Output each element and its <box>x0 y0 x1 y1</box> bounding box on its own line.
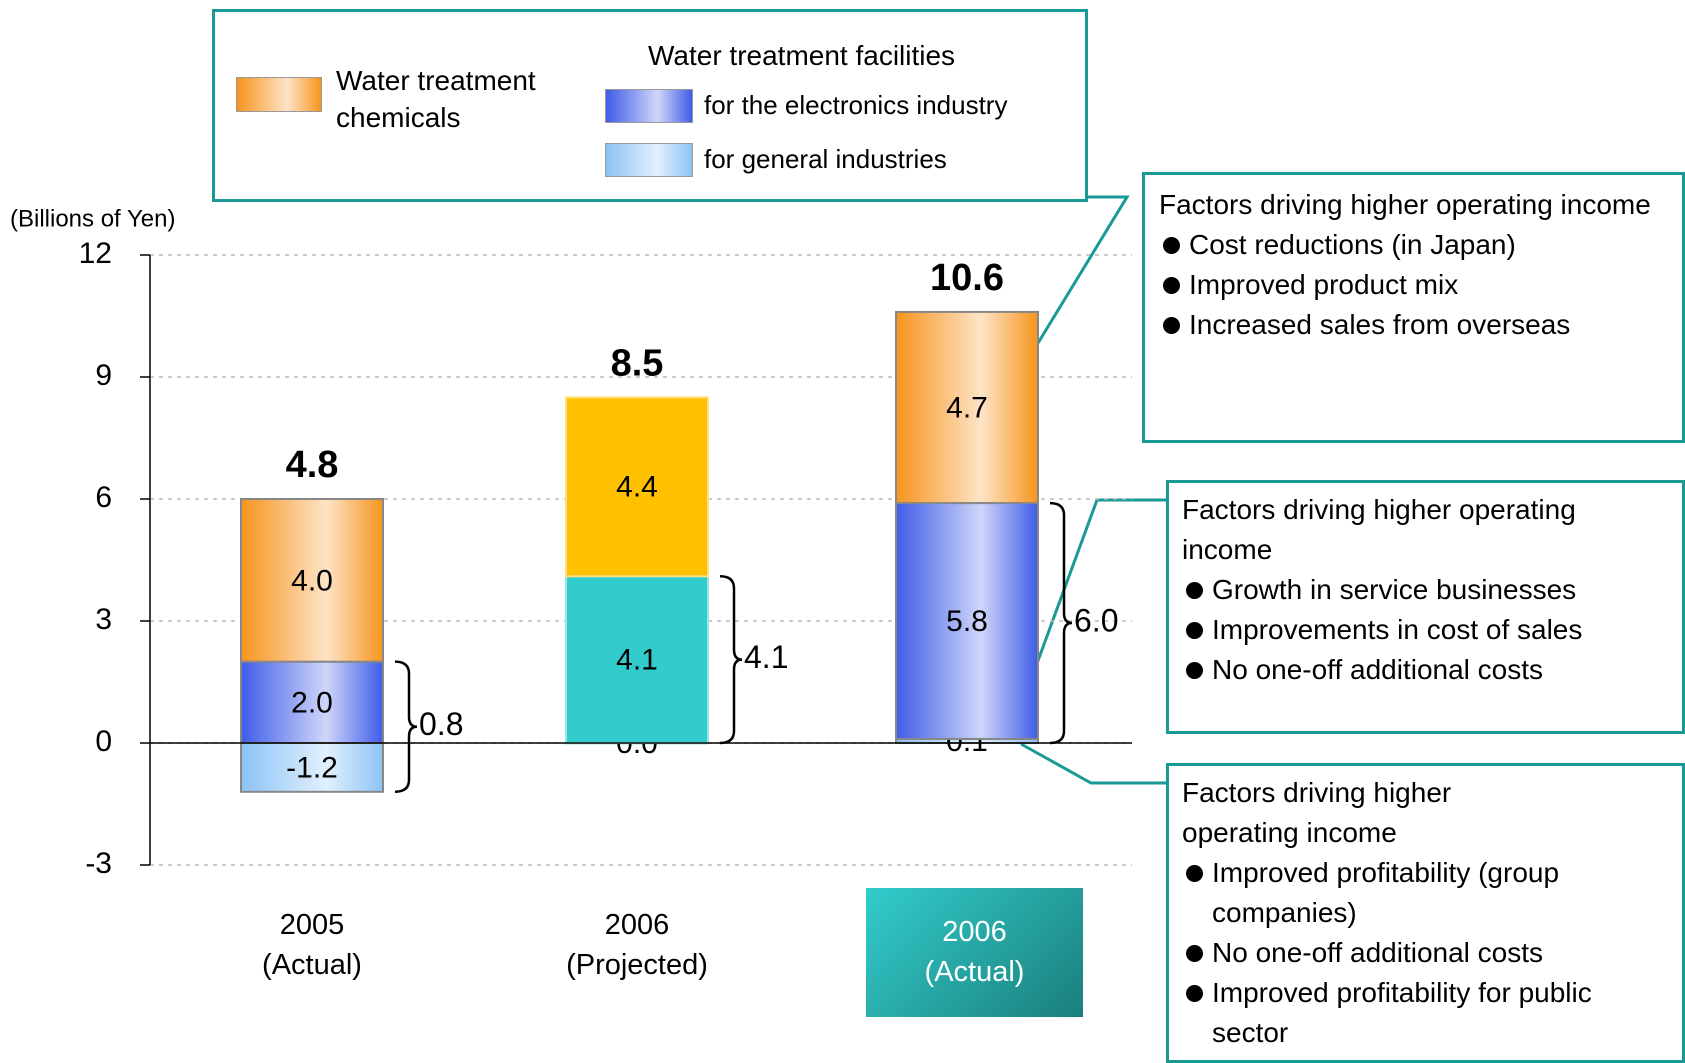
value-label: 4.7 <box>946 391 988 424</box>
brace <box>719 575 743 745</box>
annotation-title: Factors driving higher operating income <box>1182 494 1576 565</box>
value-label: 4.4 <box>616 471 658 504</box>
annotation: Factors driving higher operating income … <box>1159 185 1659 345</box>
annotation-item: Improved product mix <box>1159 265 1659 305</box>
brace <box>394 660 418 794</box>
bullet <box>1186 582 1203 599</box>
bar-segment <box>565 575 709 744</box>
bullet <box>1186 622 1203 639</box>
bullet <box>1163 277 1180 294</box>
annotation: Factors driving higher operating income … <box>1182 773 1622 1053</box>
total-label: 8.5 <box>611 342 664 384</box>
annotation-text: Improved product mix <box>1189 269 1459 300</box>
annotation-title: Factors driving higher operating income <box>1159 189 1651 220</box>
annotation-title: Factors driving higher operating income <box>1182 777 1452 848</box>
y-tick-label: 12 <box>79 237 112 270</box>
value-label: -1.2 <box>286 751 338 784</box>
brace-label: 0.8 <box>419 706 463 742</box>
x-tick-label: 2006 (Projected) <box>566 909 708 981</box>
annotation-item: Improved profitability (group companies) <box>1182 853 1662 933</box>
annotation-list: Growth in service businesses Improvements… <box>1182 570 1672 690</box>
annotation-item: Growth in service businesses <box>1182 570 1672 610</box>
annotation-list: Cost reductions (in Japan) Improved produ… <box>1159 225 1659 345</box>
annotation-box <box>1166 763 1685 1063</box>
callout-line <box>1030 498 1166 678</box>
bullet <box>1186 945 1203 962</box>
annotation-item: No one-off additional costs <box>1182 933 1662 973</box>
annotation-text: Cost reductions (in Japan) <box>1189 229 1516 260</box>
bar-segment <box>895 502 1039 740</box>
bullet <box>1163 317 1180 334</box>
annotation-text: No one-off additional costs <box>1212 654 1544 685</box>
annotation-text: Improved profitability (group companies) <box>1212 857 1560 928</box>
annotation-text: Increased sales from overseas <box>1189 309 1571 340</box>
bar-segment <box>895 310 1039 505</box>
bar-segment <box>565 396 709 578</box>
annotation-box <box>1142 172 1685 443</box>
callout-line <box>1019 195 1130 372</box>
brace <box>1049 501 1073 745</box>
annotation-item: Improvements in cost of sales <box>1182 610 1672 650</box>
value-label: 2.0 <box>291 686 333 719</box>
y-tick-label: -3 <box>85 847 112 880</box>
callout-line <box>1020 742 1166 785</box>
legend-swatch <box>605 143 693 177</box>
y-tick-label: 9 <box>95 359 112 392</box>
annotation-text: No one-off additional costs <box>1212 937 1544 968</box>
annotation-text: Growth in service businesses <box>1212 574 1577 605</box>
total-label: 4.8 <box>286 444 339 486</box>
legend-label: Water treatment chemicals <box>336 65 536 133</box>
total-label: 10.6 <box>930 257 1004 299</box>
y-axis-label: (Billions of Yen) <box>10 205 175 232</box>
legend-swatch <box>236 77 322 112</box>
value-label: 4.1 <box>616 644 658 677</box>
annotation-item: Improved profitability for public sector <box>1182 973 1662 1053</box>
annotation-list: Improved profitability (group companies)… <box>1182 853 1662 1053</box>
bullet <box>1186 985 1203 1002</box>
legend-group-title: Water treatment facilities <box>648 40 956 71</box>
value-label: 4.0 <box>291 564 333 597</box>
annotation-item: Cost reductions (in Japan) <box>1159 225 1659 265</box>
annotation-text: Improved profitability for public sector <box>1212 977 1592 1048</box>
annotation-item: Increased sales from overseas <box>1159 305 1659 345</box>
annotation-item: No one-off additional costs <box>1182 650 1672 690</box>
brace-label: 4.1 <box>744 639 788 675</box>
brace-label: 6.0 <box>1074 602 1118 638</box>
y-tick-label: 6 <box>95 481 112 514</box>
bar-segment <box>240 498 384 663</box>
bullet <box>1186 662 1203 679</box>
annotation: Factors driving higher operating income … <box>1182 490 1672 690</box>
y-tick-label: 0 <box>95 725 112 758</box>
bullet <box>1186 865 1203 882</box>
bar-segment <box>240 742 384 793</box>
annotation-box <box>1166 480 1685 734</box>
x-tick-label: 2006 (Actual) <box>866 888 1083 1017</box>
legend-label: for the electronics industry <box>704 90 1008 120</box>
legend-swatch <box>605 89 693 123</box>
bullet <box>1163 237 1180 254</box>
x-tick-label: 2005 (Actual) <box>262 909 362 981</box>
annotation-text: Improvements in cost of sales <box>1212 614 1583 645</box>
value-label: 5.8 <box>946 605 988 638</box>
legend-label: for general industries <box>704 144 947 174</box>
y-tick-label: 3 <box>95 603 112 636</box>
